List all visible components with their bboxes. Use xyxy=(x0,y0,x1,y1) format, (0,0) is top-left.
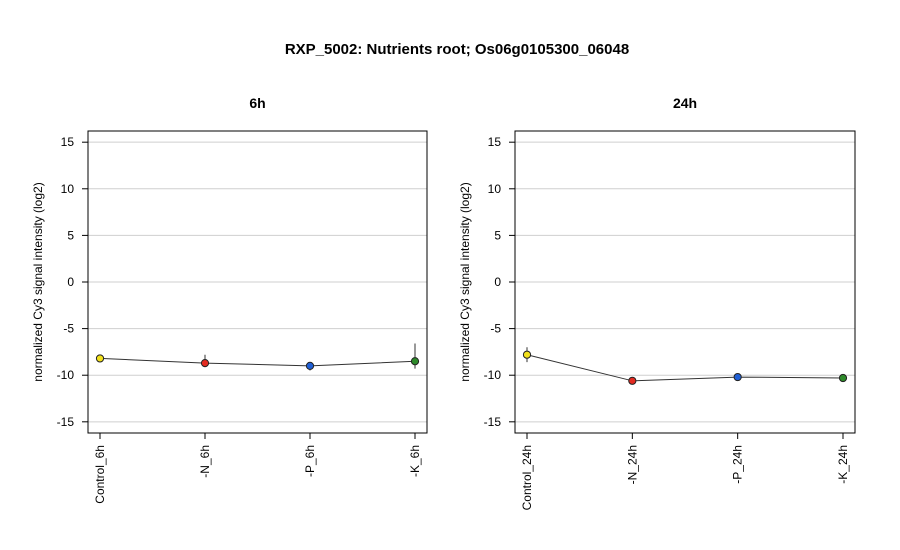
chart-title: RXP_5002: Nutrients root; Os06g0105300_0… xyxy=(285,41,629,58)
x-category-label: Control_24h xyxy=(520,445,534,510)
y-tick-label: 0 xyxy=(67,275,74,289)
data-point xyxy=(410,357,420,366)
x-category-label: -N_24h xyxy=(625,445,639,484)
y-tick-label: 15 xyxy=(61,135,75,149)
y-tick-label: -10 xyxy=(484,368,502,382)
y-tick-label: 5 xyxy=(494,228,501,242)
data-point xyxy=(733,372,742,382)
x-category-label: -P_24h xyxy=(731,445,745,484)
plot-frame xyxy=(87,130,428,434)
series-line xyxy=(99,357,416,367)
y-tick-label: -5 xyxy=(490,322,501,336)
x-category-label: -N_6h xyxy=(198,445,212,478)
plot-frame xyxy=(514,130,856,434)
y-tick-label: 0 xyxy=(494,275,501,289)
panel-title: 6h xyxy=(249,95,265,111)
y-tick-label: 5 xyxy=(67,228,74,242)
y-tick-label: -5 xyxy=(63,322,74,336)
data-point xyxy=(628,376,637,385)
x-category-label: -K_6h xyxy=(408,445,422,477)
y-tick-label: -15 xyxy=(57,415,75,429)
data-point xyxy=(95,354,105,363)
x-category-label: Control_6h xyxy=(93,445,107,504)
panel-6h: 6h 15 10 5 0 -5 -10 -15 normalized Cy3 signal in… xyxy=(31,95,428,504)
y-tick-label: -15 xyxy=(484,415,502,429)
y-tick-label: 10 xyxy=(488,182,502,196)
panel-title: 24h xyxy=(673,95,697,111)
y-tick-label: 10 xyxy=(61,182,75,196)
data-point xyxy=(522,350,532,359)
x-category-label: -P_6h xyxy=(303,445,317,477)
y-tick-label: -10 xyxy=(57,368,75,382)
y-axis-label: normalized Cy3 signal intensity (log2) xyxy=(31,182,45,381)
panel-24h: 24h 15 10 5 0 -5 -10 -15 normalized Cy3 signal i… xyxy=(458,95,856,510)
y-tick-label: 15 xyxy=(488,135,502,149)
data-point xyxy=(838,373,848,383)
data-point xyxy=(305,361,315,370)
data-point xyxy=(200,358,210,368)
series-line xyxy=(526,354,844,382)
x-category-label: -K_24h xyxy=(836,445,850,484)
y-axis-label: normalized Cy3 signal intensity (log2) xyxy=(458,182,472,381)
